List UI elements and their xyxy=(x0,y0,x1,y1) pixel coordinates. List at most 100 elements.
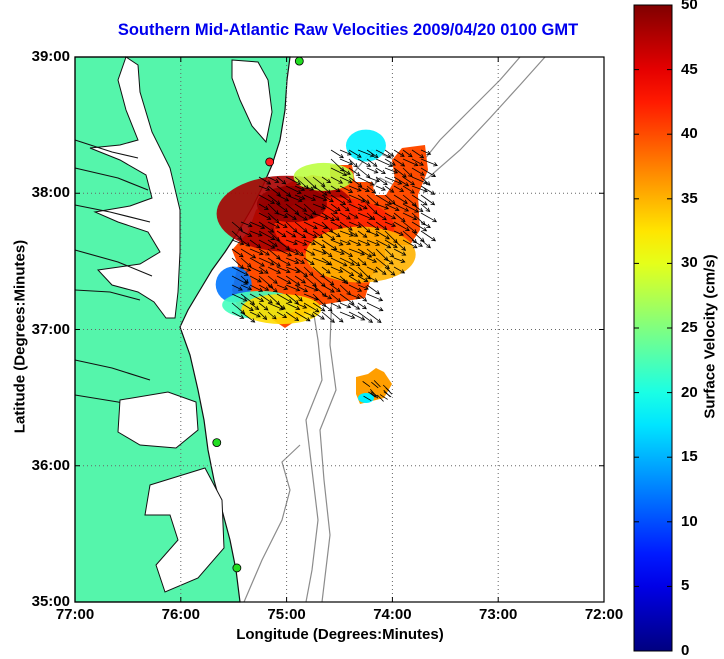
velocity-arrow xyxy=(276,293,293,303)
colorbar-tick-label: 45 xyxy=(681,60,698,78)
velocity-arrow xyxy=(384,185,395,193)
velocity-arrow xyxy=(285,284,301,292)
velocity-arrow xyxy=(267,275,278,284)
velocity-arrow xyxy=(402,203,420,213)
velocity-arrow xyxy=(384,257,394,265)
velocity-arrow xyxy=(312,212,329,220)
velocity-arrow xyxy=(312,239,326,249)
velocity-arrow xyxy=(276,284,289,291)
velocity-arrow xyxy=(393,257,406,263)
velocity-arrow xyxy=(411,239,423,247)
velocity-arrow xyxy=(294,239,308,246)
velocity-arrow xyxy=(384,149,395,157)
velocity-arrow xyxy=(267,311,277,320)
velocity-arrow xyxy=(231,275,249,285)
velocity-arrow xyxy=(312,230,324,239)
velocity-arrow xyxy=(348,257,361,267)
velocity-arrow xyxy=(321,275,335,286)
velocity-arrow xyxy=(240,257,252,268)
velocity-arrow-south xyxy=(376,394,384,402)
velocity-arrow xyxy=(375,158,394,168)
velocity-arrow xyxy=(303,185,315,191)
velocity-arrow xyxy=(312,266,325,278)
radar-stations xyxy=(212,56,304,573)
station-hatteras xyxy=(232,563,242,573)
velocity-arrow xyxy=(357,284,369,290)
velocity-arrow xyxy=(312,311,325,320)
velocity-arrow xyxy=(411,167,425,176)
velocity-arrow xyxy=(249,311,261,318)
velocity-arrow xyxy=(375,230,390,240)
velocity-arrow xyxy=(357,257,367,266)
velocity-arrow xyxy=(276,221,288,228)
velocity-arrow xyxy=(366,257,378,263)
velocity-arrow xyxy=(330,293,342,303)
velocity-patch-8 xyxy=(256,186,327,223)
velocity-arrow xyxy=(312,185,328,196)
velocity-arrow xyxy=(330,284,341,293)
velocity-arrow xyxy=(384,266,396,276)
velocity-arrow xyxy=(384,212,397,220)
velocity-arrow-south xyxy=(385,387,393,395)
colorbar-tick-label: 40 xyxy=(681,125,698,143)
velocity-arrow xyxy=(285,176,302,185)
velocity-arrow xyxy=(402,158,419,167)
plot-frame xyxy=(74,56,605,603)
velocity-arrow xyxy=(285,230,297,238)
velocity-arrow xyxy=(303,221,318,230)
velocity-arrow xyxy=(357,149,375,158)
velocity-arrow xyxy=(285,311,300,322)
velocity-arrow xyxy=(240,221,253,228)
velocity-arrow xyxy=(294,275,306,284)
velocity-arrow xyxy=(258,293,273,304)
velocity-arrow xyxy=(348,158,358,168)
velocity-arrow xyxy=(357,203,368,210)
velocity-arrow xyxy=(276,311,288,318)
velocity-arrow xyxy=(375,266,387,275)
velocity-arrow xyxy=(339,212,351,220)
velocity-arrow xyxy=(258,230,276,240)
velocity-arrow xyxy=(276,302,286,310)
velocity-arrow xyxy=(348,248,366,256)
velocity-arrow xyxy=(393,176,410,187)
bathymetry-contour-2 xyxy=(243,444,301,603)
velocity-arrow xyxy=(357,176,375,186)
velocity-arrow xyxy=(267,302,284,311)
colorbar-label: Surface Velocity (cm/s) xyxy=(701,254,719,419)
velocity-patch-4 xyxy=(345,129,386,162)
velocity-arrow xyxy=(231,230,243,241)
velocity-arrow xyxy=(231,284,243,291)
velocity-arrow xyxy=(330,203,341,212)
colorbar-tick-label: 20 xyxy=(681,383,698,401)
velocity-arrow xyxy=(276,194,290,202)
velocity-arrow xyxy=(267,176,280,183)
velocity-arrow xyxy=(294,203,308,212)
y-tick-label: 39:00 xyxy=(31,48,70,65)
x-tick-label: 75:00 xyxy=(267,606,306,623)
velocity-arrow xyxy=(303,311,316,318)
velocity-arrow-south xyxy=(379,394,388,400)
velocity-arrow xyxy=(348,212,359,219)
velocity-arrow xyxy=(258,212,272,220)
velocity-arrow xyxy=(231,311,245,319)
velocity-arrow xyxy=(303,284,319,292)
velocity-arrow xyxy=(285,212,297,220)
velocity-arrow xyxy=(339,221,353,231)
velocity-arrow xyxy=(339,248,354,257)
velocity-arrow xyxy=(276,203,289,213)
velocity-arrow xyxy=(402,239,418,249)
velocity-arrow xyxy=(267,284,278,293)
velocity-arrow xyxy=(330,185,341,193)
velocity-arrow xyxy=(258,257,275,266)
velocity-arrow xyxy=(366,167,379,174)
velocity-arrow xyxy=(249,302,260,310)
velocity-arrow xyxy=(330,194,347,205)
velocity-arrow xyxy=(420,239,431,249)
velocity-arrow xyxy=(420,203,431,213)
velocity-arrow xyxy=(321,212,336,221)
velocity-arrow xyxy=(393,203,410,212)
velocity-arrow-south xyxy=(373,380,381,388)
velocity-arrow xyxy=(420,185,436,195)
velocity-arrow xyxy=(303,302,320,313)
